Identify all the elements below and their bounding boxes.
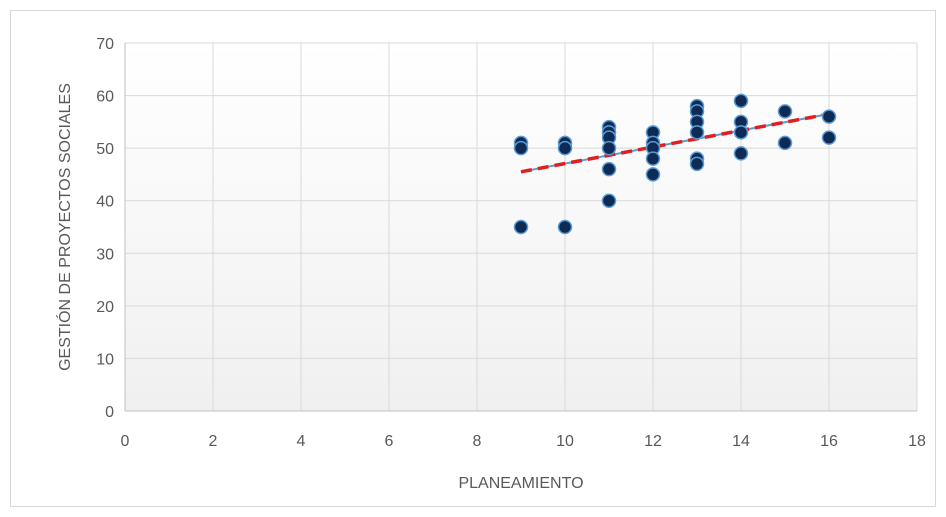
y-tick-label: 40 — [96, 194, 114, 211]
x-axis-title: PLANEAMIENTO — [458, 475, 583, 492]
data-point — [777, 135, 793, 151]
data-point — [733, 93, 749, 109]
tick-labels: 0 2 4 6 8 10 12 14 16 18 0 10 20 30 40 50 60 70 — [96, 36, 926, 450]
data-point — [733, 146, 749, 161]
data-point — [513, 140, 529, 156]
axes — [124, 43, 917, 412]
data-point — [821, 130, 837, 145]
data-point — [601, 193, 617, 208]
x-tick-label: 2 — [209, 433, 218, 450]
data-point — [689, 156, 705, 172]
trend-line — [520, 112, 830, 174]
data-point — [645, 167, 661, 182]
x-tick-label: 4 — [297, 433, 306, 450]
y-tick-label: 30 — [96, 246, 114, 263]
y-tick-label: 70 — [96, 36, 114, 53]
data-point — [777, 104, 793, 119]
x-tick-label: 6 — [385, 433, 394, 450]
y-tick-label: 0 — [105, 404, 114, 421]
data-point — [601, 140, 617, 156]
x-tick-label: 12 — [644, 433, 662, 450]
y-tick-label: 10 — [96, 351, 114, 368]
x-tick-label: 8 — [473, 433, 482, 450]
data-point — [557, 140, 573, 156]
data-point — [513, 219, 529, 235]
data-point — [689, 125, 705, 140]
data-point — [821, 109, 837, 124]
y-axis-title: GESTIÓN DE PROYECTOS SOCIALES — [55, 83, 74, 371]
y-tick-label: 20 — [96, 299, 114, 316]
data-points — [513, 93, 837, 235]
x-tick-label: 16 — [820, 433, 838, 450]
gridlines — [125, 42, 918, 411]
x-tick-label: 10 — [556, 433, 574, 450]
x-tick-label: 0 — [121, 433, 130, 450]
trend-lines — [520, 112, 830, 174]
y-tick-label: 60 — [96, 89, 114, 106]
y-tick-label: 50 — [96, 141, 114, 158]
data-point — [601, 161, 617, 177]
data-point — [557, 219, 573, 235]
x-tick-label: 18 — [908, 433, 926, 450]
data-point — [645, 151, 661, 166]
data-point — [733, 125, 749, 140]
x-tick-label: 14 — [732, 433, 750, 450]
